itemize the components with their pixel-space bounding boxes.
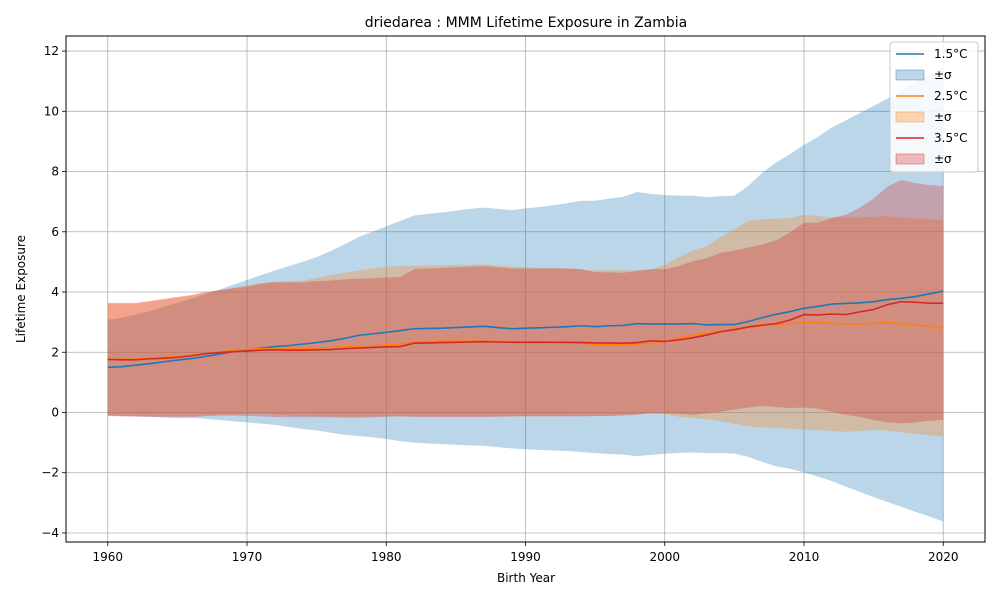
legend-band-swatch: [895, 153, 925, 165]
legend-band-swatch: [895, 69, 925, 81]
y-ticks: −4 −2 0 2 4 6 8 10 12: [41, 44, 66, 540]
legend-label: 3.5°C: [934, 131, 967, 145]
x-axis-label: Birth Year: [497, 571, 555, 585]
y-tick-label: −2: [41, 466, 59, 480]
legend-band-swatch: [895, 111, 925, 123]
y-axis-label: Lifetime Exposure: [14, 235, 28, 343]
legend-band-label: ±σ: [934, 68, 952, 82]
y-tick-label: 12: [44, 44, 59, 58]
legend: 1.5°C ±σ 2.5°C ±σ 3.5°C ±σ: [889, 41, 979, 173]
x-tick-label: 1970: [232, 550, 263, 564]
band-series-1: [107, 214, 944, 437]
legend-frame: [889, 41, 979, 173]
y-tick-label: 10: [44, 104, 59, 118]
x-tick-label: 1980: [371, 550, 402, 564]
y-tick-label: 6: [51, 225, 59, 239]
legend-band-label: ±σ: [934, 152, 952, 166]
x-tick-label: 1960: [92, 550, 123, 564]
grid: [66, 36, 985, 542]
x-ticks: 1960 1970 1980 1990 2000 2010 2020: [92, 542, 959, 564]
x-tick-label: 1990: [510, 550, 541, 564]
y-tick-label: −4: [41, 526, 59, 540]
y-tick-label: 2: [51, 345, 59, 359]
band-series-0: [107, 66, 944, 522]
legend-band-label: ±σ: [934, 110, 952, 124]
band-series-2: [107, 179, 944, 424]
x-tick-label: 2010: [789, 550, 820, 564]
legend-label: 1.5°C: [934, 47, 967, 61]
y-tick-label: 4: [51, 285, 59, 299]
line-series-2: [107, 300, 944, 361]
x-tick-label: 2020: [928, 550, 959, 564]
chart-title: driedarea : MMM Lifetime Exposure in Zam…: [365, 15, 688, 31]
lines: [107, 290, 944, 369]
y-tick-label: 0: [51, 405, 59, 419]
legend-label: 2.5°C: [934, 89, 967, 103]
y-tick-label: 8: [51, 165, 59, 179]
bands: [107, 66, 944, 522]
x-tick-label: 2000: [649, 550, 680, 564]
